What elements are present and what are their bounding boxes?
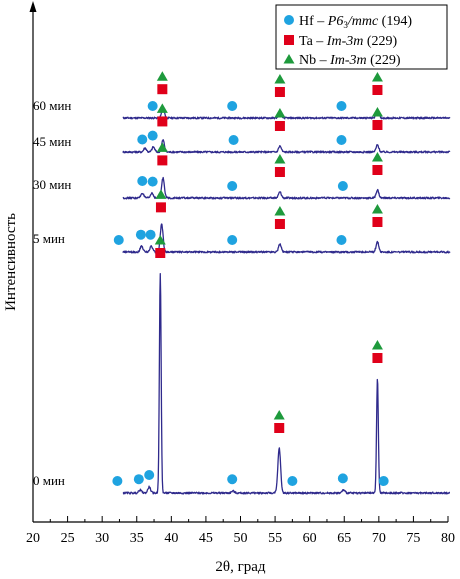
legend-label-ta: Ta – Im-3m (229) xyxy=(299,34,398,49)
hf-marker xyxy=(337,181,348,191)
x-tick-label: 75 xyxy=(406,531,420,546)
legend-circle-icon xyxy=(284,15,294,25)
nb-marker xyxy=(274,154,286,164)
ta-marker xyxy=(372,353,383,363)
nb-marker xyxy=(273,410,285,420)
series-label: 60 мин xyxy=(33,98,71,113)
series-line xyxy=(122,176,451,200)
nb-marker xyxy=(156,103,168,113)
ta-marker xyxy=(372,217,383,227)
y-axis-arrow xyxy=(29,1,37,12)
ta-marker xyxy=(372,120,383,130)
hf-marker xyxy=(145,229,156,240)
ta-marker xyxy=(274,87,285,97)
legend-label-nb: Nb – Im-3m (229) xyxy=(299,53,401,68)
marker-layer xyxy=(112,71,389,486)
series-layer: 60 мин 45 мин 30 мин 5 мин 0 мин xyxy=(33,98,451,495)
hf-marker xyxy=(137,176,148,186)
hf-marker xyxy=(337,473,348,484)
hf-marker xyxy=(113,235,124,245)
hf-marker xyxy=(336,135,347,145)
hf-marker xyxy=(133,474,144,485)
ta-marker xyxy=(157,155,168,166)
hf-marker xyxy=(147,130,158,141)
hf-marker xyxy=(227,235,238,245)
nb-marker xyxy=(371,340,383,350)
series-line xyxy=(122,139,451,154)
x-tick-label: 20 xyxy=(26,531,40,546)
nb-marker xyxy=(371,72,383,82)
ta-marker xyxy=(157,116,168,127)
legend-label-hf: Hf – P63/mmc (194) xyxy=(299,14,412,30)
series-line xyxy=(122,107,451,120)
nb-marker xyxy=(371,107,383,117)
y-axis-label: Интенсивность xyxy=(3,213,19,311)
nb-marker xyxy=(274,74,286,84)
legend: Hf – P63/mmc (194) Ta – Im-3m (229) Nb –… xyxy=(275,4,448,70)
nb-marker xyxy=(156,142,168,152)
x-tick-label: 35 xyxy=(130,531,144,546)
hf-marker xyxy=(135,229,146,240)
legend-square-icon xyxy=(284,35,294,45)
nb-marker xyxy=(155,189,167,199)
ta-marker xyxy=(372,85,383,95)
nb-marker xyxy=(371,152,383,162)
series-label: 30 мин xyxy=(33,177,71,192)
ta-marker xyxy=(157,84,168,95)
x-tick-label: 70 xyxy=(372,531,386,546)
plot-frame xyxy=(29,1,448,523)
hf-marker xyxy=(336,235,347,245)
series-line xyxy=(122,223,451,254)
x-tick-label: 25 xyxy=(61,531,75,546)
ta-marker xyxy=(274,219,285,229)
x-axis-label: 2θ, град xyxy=(215,559,265,575)
x-tick-label: 55 xyxy=(268,531,282,546)
x-tick-label: 65 xyxy=(337,531,351,546)
nb-marker xyxy=(371,204,383,214)
hf-marker xyxy=(227,474,238,485)
ta-marker xyxy=(372,165,383,175)
x-tick-label: 50 xyxy=(234,531,248,546)
ta-marker xyxy=(155,202,166,213)
hf-marker xyxy=(336,101,347,111)
x-tick-label: 45 xyxy=(199,531,213,546)
hf-marker xyxy=(147,101,158,111)
series-label: 0 мин xyxy=(33,473,65,488)
hf-marker xyxy=(112,476,123,486)
x-tick-label: 60 xyxy=(303,531,317,546)
series-label: 45 мин xyxy=(33,134,71,149)
series-label: 5 мин xyxy=(33,231,65,246)
hf-marker xyxy=(378,476,389,486)
hf-marker xyxy=(228,135,239,145)
hf-marker xyxy=(227,101,238,111)
nb-marker xyxy=(274,108,286,118)
legend-triangle-icon xyxy=(283,54,295,64)
legend-box xyxy=(275,4,448,70)
series-line xyxy=(122,273,451,495)
nb-marker xyxy=(274,206,286,216)
nb-marker xyxy=(156,71,168,81)
hf-marker xyxy=(137,134,148,145)
x-tick-label: 80 xyxy=(441,531,455,546)
hf-marker xyxy=(144,470,155,480)
nb-marker xyxy=(154,235,166,245)
x-tick-label: 30 xyxy=(95,531,109,546)
ta-marker xyxy=(274,121,285,131)
ta-marker xyxy=(155,248,166,258)
hf-marker xyxy=(147,176,158,187)
x-tick-label: 40 xyxy=(164,531,178,546)
hf-marker xyxy=(227,181,238,191)
hf-marker xyxy=(287,476,298,486)
x-ticks: 20 25 30 35 40 45 50 55 60 65 70 75 80 xyxy=(26,516,455,546)
ta-marker xyxy=(274,423,285,433)
ta-marker xyxy=(274,167,285,177)
